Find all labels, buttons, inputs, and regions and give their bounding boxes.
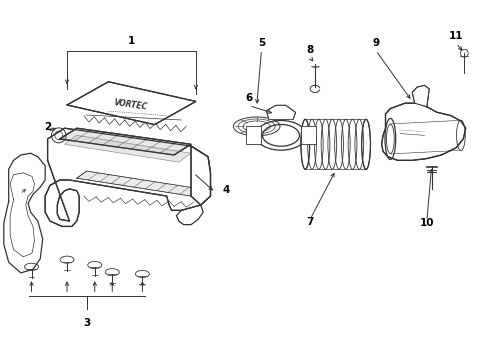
Polygon shape [60,128,191,155]
Text: 3: 3 [82,319,90,328]
Text: 1: 1 [127,36,135,46]
Polygon shape [266,105,295,120]
Polygon shape [77,171,201,196]
Polygon shape [45,128,210,226]
Text: 4: 4 [222,185,229,194]
Text: VORTEC: VORTEC [113,98,147,112]
Text: 8: 8 [306,45,313,55]
Polygon shape [64,135,191,162]
Text: 9: 9 [371,38,379,48]
Polygon shape [245,126,260,144]
Text: 10: 10 [419,219,433,229]
Polygon shape [411,85,428,107]
Text: 2: 2 [44,122,51,132]
Text: 7: 7 [306,217,313,227]
Polygon shape [67,82,196,125]
Polygon shape [301,126,315,144]
Text: 5: 5 [257,38,264,48]
Polygon shape [381,103,465,160]
Polygon shape [191,146,210,205]
Text: 6: 6 [245,93,252,103]
Text: 11: 11 [448,31,462,41]
